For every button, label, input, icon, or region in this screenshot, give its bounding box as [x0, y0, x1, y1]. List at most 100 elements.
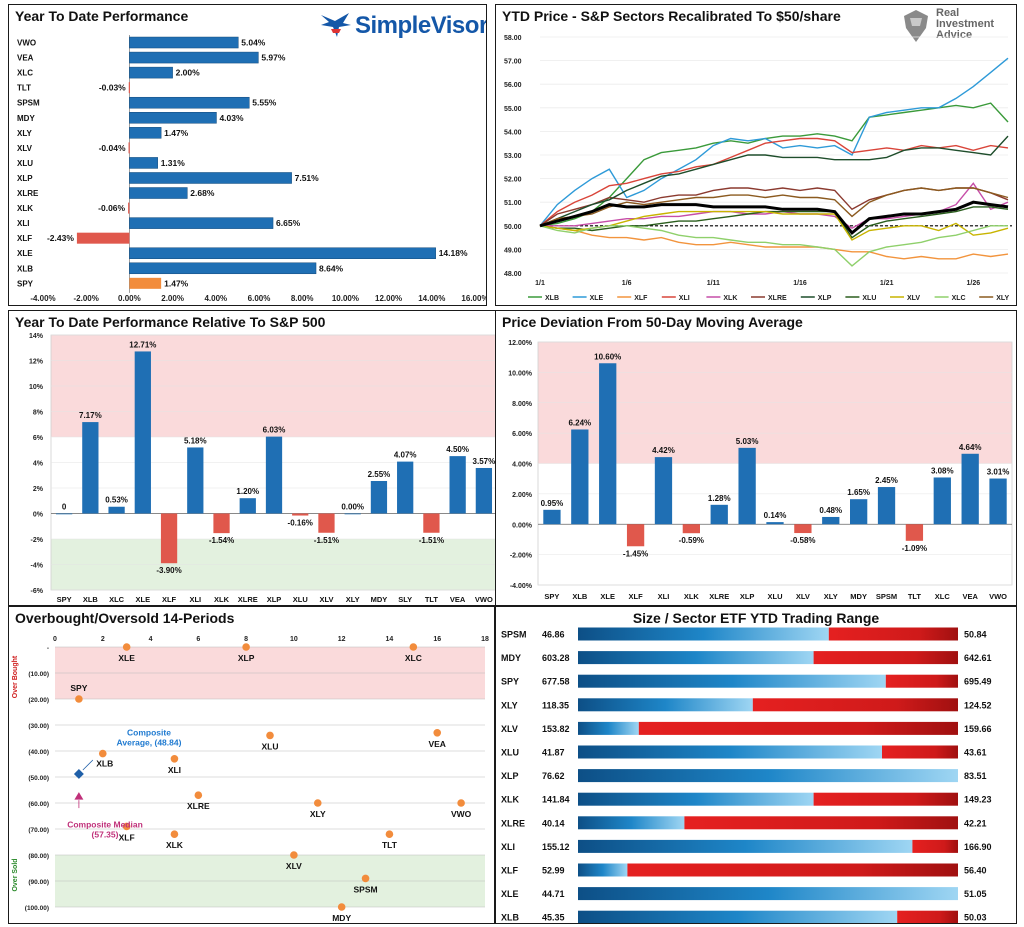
x-tick-label: 12.00%: [375, 294, 402, 303]
bar: [213, 513, 230, 534]
deviation-panel: Price Deviation From 50-Day Moving Avera…: [495, 310, 1017, 606]
trading-range-chart: SPSM 46.86 50.84 MDY 603.28 642.61 SPY 677.58 69…: [501, 627, 992, 923]
category-label: TLT: [908, 592, 922, 601]
bar: [449, 456, 466, 514]
data-label: 1.20%: [236, 487, 259, 496]
data-label: 12.71%: [129, 340, 156, 349]
obos-chart: - (10.00) (20.00) (30.00) (40.00) (50.00) (60.…: [12, 636, 489, 923]
data-label: 6.03%: [263, 426, 286, 435]
point-label: XLE: [118, 653, 135, 663]
data-label: 2.55%: [368, 470, 391, 479]
category-label: XLE: [600, 592, 615, 601]
point-label: TLT: [382, 840, 398, 850]
data-label: 0: [62, 503, 67, 512]
category-label: VWO: [17, 39, 36, 48]
range-bar-blue: [578, 769, 958, 783]
range-bar-red: [882, 745, 958, 759]
ria-eagle-icon: [904, 10, 928, 42]
bar: [82, 422, 99, 514]
category-label: XLF: [162, 595, 177, 604]
bar: [129, 36, 239, 49]
low-value: 153.82: [542, 724, 570, 734]
category-label: MDY: [371, 595, 388, 604]
category-label: XLP: [267, 595, 282, 604]
category-label: XLE: [136, 595, 151, 604]
x-tick-label: 12: [338, 636, 346, 643]
category-label: MDY: [850, 592, 867, 601]
bar: [989, 478, 1007, 525]
bar: [187, 447, 204, 514]
category-label: VEA: [450, 595, 466, 604]
category-label: XLV: [319, 595, 333, 604]
bar: [76, 232, 130, 244]
point-label: XLC: [405, 653, 422, 663]
category-label: SPY: [57, 595, 72, 604]
range-bar-blue: [578, 839, 913, 853]
bar: [129, 127, 162, 139]
y-tick-label: 53.00: [504, 153, 522, 160]
relative-performance-chart: -6% -4% -2% 0% 2% 4% 6% 8% 10% 12% 14% SPY 0 XLB 7.17%…: [29, 333, 497, 604]
ticker-label: MDY: [501, 653, 521, 663]
series-line-xlu: [539, 206, 1009, 239]
point-mdy: [337, 903, 346, 911]
data-label: 7.17%: [79, 411, 102, 420]
data-label: 0.14%: [764, 511, 787, 520]
series-line-spy: [539, 200, 1009, 236]
category-label: XLK: [214, 595, 230, 604]
bar: [850, 499, 868, 525]
y-tick-label: 8.00%: [512, 401, 533, 408]
point-xlb: [98, 749, 107, 758]
y-tick-label: (50.00): [28, 775, 49, 782]
bar: [129, 96, 250, 109]
ticker-label: XLP: [501, 771, 519, 781]
bar: [129, 172, 292, 184]
range-bar-blue: [578, 887, 958, 901]
data-label: 5.03%: [736, 437, 759, 446]
y-tick-label: 6.00%: [512, 431, 533, 438]
category-label: XLY: [824, 592, 838, 601]
point-label: VWO: [451, 809, 472, 819]
ticker-label: XLRE: [501, 818, 525, 828]
data-label: 3.57%: [473, 457, 496, 466]
x-tick-label: 2.00%: [161, 294, 184, 303]
point-spsm: [361, 874, 370, 883]
bar: [738, 447, 756, 525]
category-label: XLI: [17, 219, 29, 228]
point-label: XLK: [166, 840, 184, 850]
high-value: 83.51: [964, 771, 987, 781]
ticker-label: XLY: [501, 700, 518, 710]
y-tick-label: (40.00): [28, 749, 49, 756]
category-label: XLB: [83, 595, 99, 604]
x-tick-label: -4.00%: [30, 294, 55, 303]
bar: [129, 66, 173, 79]
category-label: XLY: [346, 595, 360, 604]
data-label: 1.28%: [708, 494, 731, 503]
y-tick-label: (70.00): [28, 827, 49, 834]
low-value: 141.84: [542, 795, 570, 805]
legend-label: XLC: [952, 295, 966, 302]
composite-median-value: (57.35): [92, 830, 119, 840]
y-tick-label: (80.00): [28, 853, 49, 860]
bar: [129, 112, 217, 124]
point-vwo: [457, 799, 465, 807]
category-label: XLV: [796, 592, 810, 601]
y-tick-label: 8%: [33, 410, 44, 417]
range-bar-red: [752, 698, 958, 712]
data-label: -3.90%: [156, 566, 181, 575]
bar: [423, 513, 440, 533]
x-tick-label: 1/26: [967, 280, 981, 287]
category-label: XLU: [293, 595, 308, 604]
simplevisor-eagle-icon: [321, 13, 351, 37]
category-label: SPSM: [876, 592, 897, 601]
data-label: 0.00%: [341, 503, 364, 512]
category-label: XLC: [935, 592, 951, 601]
bar: [55, 513, 73, 515]
range-bar-red: [813, 792, 958, 806]
y-tick-label: 4.00%: [512, 462, 533, 469]
bar: [129, 187, 188, 199]
data-label: -1.51%: [314, 536, 339, 545]
data-label: 2.45%: [875, 476, 898, 485]
y-tick-label: (90.00): [28, 879, 49, 886]
y-tick-label: 49.00: [504, 247, 522, 254]
point-label: XLRE: [187, 801, 210, 811]
